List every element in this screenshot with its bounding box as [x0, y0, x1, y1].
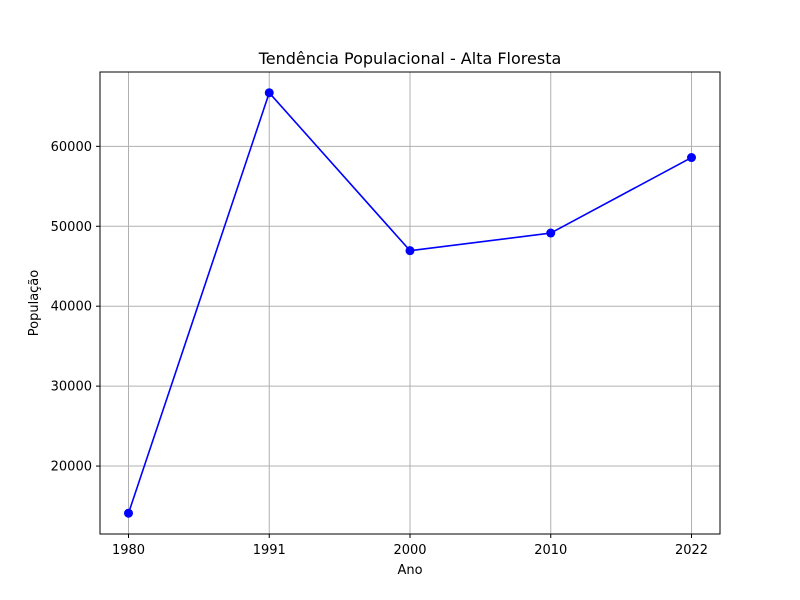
x-tick-label: 1991	[253, 543, 286, 558]
y-axis-label: População	[27, 270, 42, 337]
data-point	[264, 88, 274, 98]
x-tick-label: 1980	[112, 543, 145, 558]
data-point	[405, 246, 415, 256]
x-axis-label: Ano	[397, 563, 422, 578]
y-tick-label: 40000	[51, 300, 92, 315]
x-tick-label: 2010	[534, 543, 567, 558]
series-layer	[124, 88, 696, 518]
chart-title: Tendência Populacional - Alta Floresta	[258, 49, 562, 68]
x-tick-label: 2022	[675, 543, 708, 558]
data-point	[546, 228, 556, 238]
y-tick-label: 20000	[51, 460, 92, 475]
y-axis: 20000 30000 40000 50000 60000	[51, 140, 100, 475]
data-point	[124, 508, 133, 518]
y-tick-label: 30000	[51, 380, 92, 395]
x-axis: 1980 1991 2000 2010 2022	[112, 534, 708, 558]
y-tick-label: 60000	[51, 140, 92, 155]
data-point	[687, 153, 696, 163]
y-tick-label: 50000	[51, 220, 92, 235]
x-tick-label: 2000	[393, 543, 426, 558]
grid	[100, 72, 720, 534]
